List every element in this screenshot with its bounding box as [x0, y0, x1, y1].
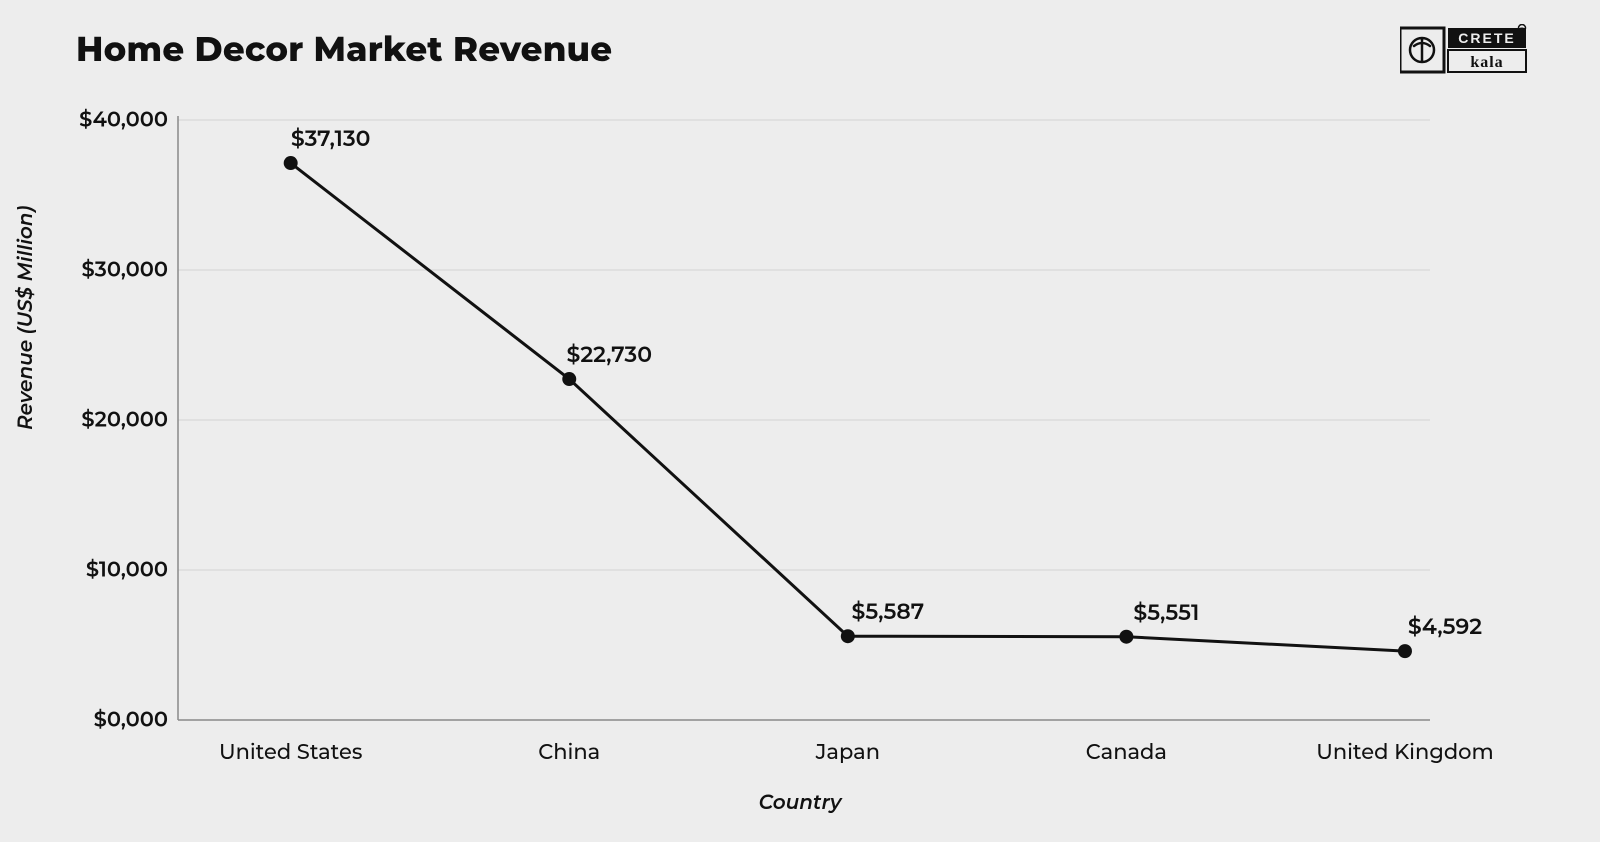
y-tick-label: $30,000	[82, 258, 168, 283]
data-point-label: $4,592	[1408, 613, 1482, 640]
x-tick-label: United States	[219, 740, 362, 765]
x-tick-label: United Kingdom	[1316, 740, 1493, 765]
y-tick-label: $10,000	[86, 558, 168, 583]
y-tick-label: $0,000	[94, 708, 168, 733]
data-point-label: $37,130	[291, 125, 371, 152]
y-tick-label: $40,000	[79, 108, 168, 133]
x-tick-label: Canada	[1086, 740, 1167, 765]
data-point-label: $5,551	[1133, 599, 1199, 626]
x-tick-label: China	[538, 740, 600, 765]
y-tick-label: $20,000	[81, 408, 168, 433]
chart-area	[0, 0, 1600, 837]
x-tick-label: Japan	[816, 740, 880, 765]
data-point-label: $5,587	[852, 598, 925, 625]
data-point-label: $22,730	[566, 341, 652, 368]
